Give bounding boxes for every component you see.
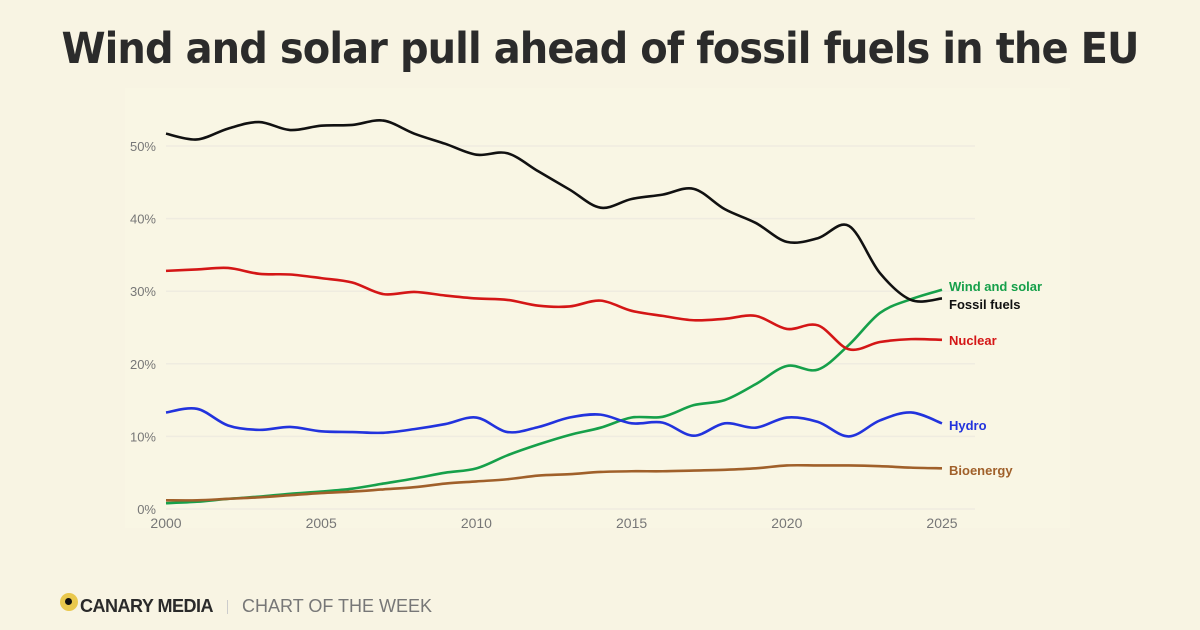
y-tick-label: 10%	[130, 429, 156, 444]
series-label: Bioenergy	[949, 463, 1013, 478]
series-line-fossil-fuels	[165, 119, 943, 303]
plot-area	[125, 88, 1070, 528]
series-line-nuclear	[165, 266, 943, 352]
series-label: Fossil fuels	[949, 297, 1021, 312]
x-tick-label: 2005	[306, 515, 337, 531]
y-tick-label: 50%	[130, 139, 156, 154]
series-label: Wind and solar	[949, 279, 1042, 294]
footer: CANARY MEDIA CHART OF THE WEEK	[60, 592, 433, 617]
series-label: Nuclear	[949, 333, 997, 348]
divider	[227, 599, 229, 614]
series-label: Hydro	[949, 418, 987, 433]
canary-logo-icon	[60, 592, 78, 611]
tagline: CHART OF THE WEEK	[242, 596, 433, 616]
series-line-hydro	[165, 407, 943, 438]
y-tick-label: 20%	[130, 357, 156, 372]
x-tick-label: 2015	[616, 515, 647, 531]
x-tick-label: 2020	[771, 515, 802, 531]
x-tick-label: 2000	[150, 515, 181, 531]
series-line-bioenergy	[165, 463, 943, 502]
series-line-wind-and-solar	[165, 288, 943, 505]
brand-name: CANARY MEDIA	[80, 596, 214, 616]
y-tick-label: 40%	[130, 212, 156, 227]
x-tick-label: 2025	[926, 515, 957, 531]
x-tick-label: 2010	[461, 515, 492, 531]
y-tick-label: 0%	[137, 502, 156, 517]
y-tick-label: 30%	[130, 284, 156, 299]
chart-title: Wind and solar pull ahead of fossil fuel…	[61, 24, 1139, 74]
